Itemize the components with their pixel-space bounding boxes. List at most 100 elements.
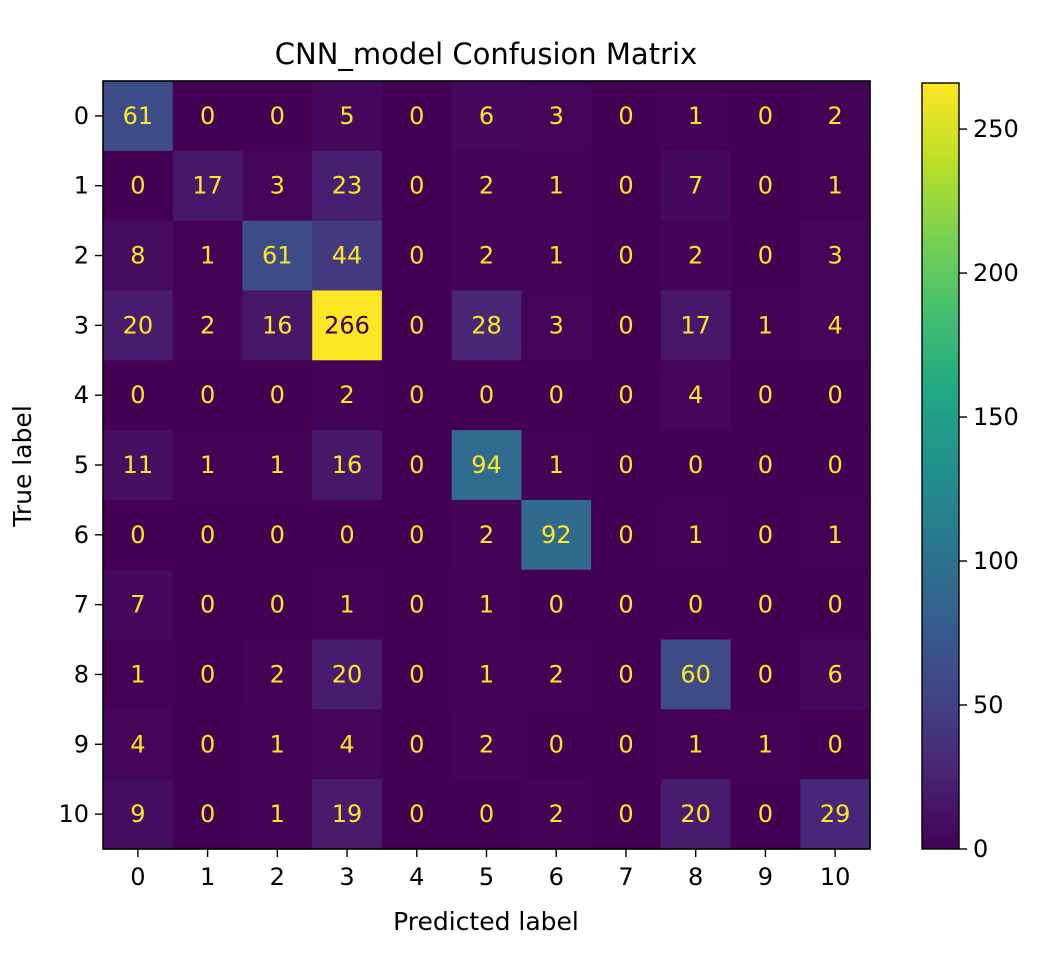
heatmap-cell: [591, 709, 662, 780]
heatmap-cell: [451, 569, 522, 641]
heatmap-cell-value: 6: [479, 102, 494, 130]
heatmap-cell-value: 5: [339, 102, 354, 130]
heatmap-cell-value: 0: [688, 591, 703, 619]
heatmap-cell-value: 11: [123, 451, 154, 479]
heatmap-cell-value: 1: [200, 242, 215, 270]
heatmap-cell: [800, 360, 871, 431]
heatmap-cell-value: 0: [618, 521, 633, 549]
heatmap-cell-value: 0: [618, 800, 633, 828]
heatmap-cell: [521, 569, 592, 641]
heatmap-cell: [730, 81, 801, 152]
x-tick-label: 6: [549, 863, 564, 891]
heatmap-cell: [172, 499, 244, 571]
heatmap-cell: [730, 150, 801, 222]
heatmap-cell-value: 1: [479, 660, 494, 688]
heatmap-cell: [172, 430, 244, 501]
heatmap-cell: [381, 290, 453, 361]
heatmap-cell-value: 92: [541, 521, 572, 549]
heatmap-cell-value: 7: [688, 172, 703, 200]
heatmap-cell: [381, 220, 453, 292]
heatmap-cell-value: 2: [270, 660, 285, 688]
heatmap-cell-value: 0: [409, 451, 424, 479]
heatmap-cell: [172, 569, 244, 641]
heatmap-cell: [591, 150, 662, 222]
heatmap-cell-value: 0: [618, 242, 633, 270]
heatmap-cell: [103, 569, 174, 641]
heatmap-cell: [381, 360, 453, 431]
heatmap-cell: [103, 290, 174, 361]
colorbar-tick-label: 0: [973, 835, 988, 863]
heatmap-cell: [381, 779, 453, 850]
colorbar-tick-label: 250: [973, 115, 1019, 143]
heatmap-cell-value: 9: [130, 800, 145, 828]
x-tick-label: 10: [820, 863, 851, 891]
heatmap-cell: [800, 220, 871, 292]
heatmap-cell: [521, 709, 592, 780]
y-axis-label: True label: [8, 405, 37, 528]
heatmap-cell-value: 0: [758, 381, 773, 409]
heatmap-cells: [103, 81, 871, 850]
heatmap-cell-value: 4: [688, 381, 703, 409]
heatmap-cell-value: 266: [324, 311, 370, 339]
heatmap-cell-value: 0: [618, 381, 633, 409]
y-tick-label: 8: [74, 660, 89, 688]
y-axis-ticks: 0 1 2 3 4 5 6 7 8 9 10: [58, 102, 103, 828]
heatmap-cell-value: 20: [680, 800, 711, 828]
heatmap-cell-value: 23: [332, 172, 363, 200]
heatmap-cell: [103, 360, 174, 431]
heatmap-cell: [103, 430, 174, 501]
x-tick-label: 8: [688, 863, 703, 891]
heatmap-cell-value: 0: [758, 172, 773, 200]
heatmap-cell-value: 20: [123, 311, 154, 339]
heatmap-cell: [660, 81, 732, 152]
colorbar-tick-label: 150: [973, 403, 1019, 431]
heatmap-cell: [172, 639, 244, 710]
heatmap-cell: [660, 569, 732, 641]
x-tick-label: 1: [200, 863, 215, 891]
heatmap-cell: [312, 360, 383, 431]
heatmap-cell: [172, 220, 244, 292]
heatmap-cell: [451, 430, 522, 501]
heatmap-cell: [660, 150, 732, 222]
heatmap-cell-value: 0: [130, 381, 145, 409]
heatmap-cell: [591, 779, 662, 850]
heatmap-cell: [312, 639, 383, 710]
x-axis-label: Predicted label: [393, 907, 579, 936]
heatmap-cell-value: 0: [479, 381, 494, 409]
heatmap-cell-value: 2: [827, 102, 842, 130]
heatmap-cell-value: 0: [200, 730, 215, 758]
heatmap-cell: [172, 779, 244, 850]
heatmap-cell: [730, 709, 801, 780]
heatmap-cell: [312, 150, 383, 222]
heatmap-cell: [242, 220, 313, 292]
heatmap-cell-value: 1: [339, 591, 354, 619]
heatmap-cell: [591, 430, 662, 501]
heatmap-cell: [381, 569, 453, 641]
heatmap-cell: [800, 150, 871, 222]
heatmap-cell-value: 0: [618, 102, 633, 130]
x-tick-label: 3: [339, 863, 354, 891]
heatmap-cell-value: 0: [130, 521, 145, 549]
heatmap-cell-value: 4: [130, 730, 145, 758]
heatmap-cell: [172, 150, 244, 222]
heatmap-cell: [242, 499, 313, 571]
heatmap-cell: [521, 81, 592, 152]
heatmap-cell-value: 1: [130, 660, 145, 688]
heatmap-cell-value: 0: [827, 451, 842, 479]
heatmap-cell: [730, 639, 801, 710]
heatmap-cell: [660, 499, 732, 571]
heatmap-cell-value: 0: [618, 591, 633, 619]
heatmap-cell-value: 0: [270, 102, 285, 130]
heatmap-cell: [451, 290, 522, 361]
y-tick-label: 4: [74, 381, 89, 409]
heatmap-cell: [800, 290, 871, 361]
heatmap-cell: [521, 499, 592, 571]
heatmap-cell: [591, 639, 662, 710]
x-tick-label: 7: [618, 863, 633, 891]
heatmap-cell: [242, 569, 313, 641]
heatmap-cell-value: 3: [549, 102, 564, 130]
heatmap-cell: [312, 430, 383, 501]
heatmap-cell-value: 1: [549, 451, 564, 479]
heatmap-cell: [381, 430, 453, 501]
